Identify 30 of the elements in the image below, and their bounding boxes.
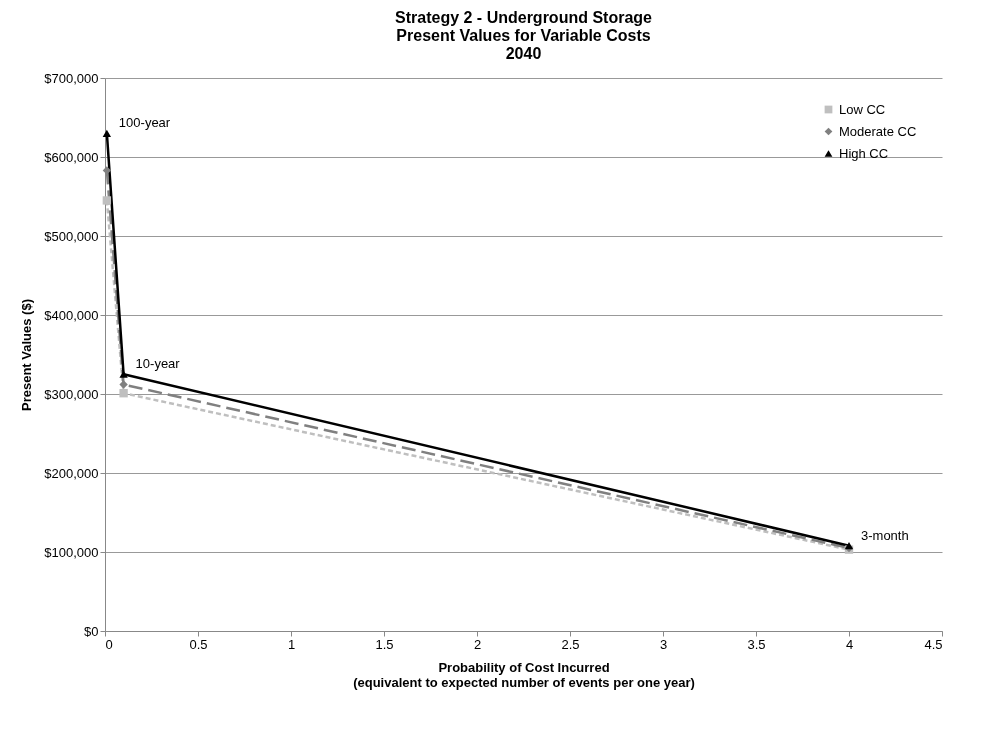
text: Probability of Cost Incurred [438,659,610,675]
y-tick-label: $200,000 [44,465,99,481]
annotation: 10-year [135,356,181,372]
y-tick-label: $400,000 [44,307,99,323]
x-tick-label: 2.5 [561,636,580,652]
text: (equivalent to expected number of events per one year) [353,674,695,690]
x-tick-label: 4 [845,636,854,652]
legend-label: Moderate CC [839,123,917,139]
x-tick-label: 0 [105,636,113,652]
text: 2040 [505,45,542,62]
x-tick-label: 1 [287,636,296,652]
y-tick-label: $500,000 [44,228,99,244]
y-axis-title: Present Values ($) [19,299,35,411]
y-tick-label: $0 [84,623,99,639]
x-tick-label: 2 [473,636,482,652]
annotation: 3-month [861,527,909,543]
y-tick-label: $100,000 [44,544,99,560]
text: Strategy 2 - Underground Storage [395,9,652,26]
x-tick-label: 4.5 [924,636,943,652]
annotation: 100-year [118,115,171,131]
text: Present Values for Variable Costs [396,27,651,44]
legend-label: High CC [839,145,889,161]
y-tick-label: $300,000 [44,386,99,402]
x-tick-label: 0.5 [189,636,208,652]
legend-label: Low CC [839,101,886,117]
x-tick-label: 1.5 [375,636,394,652]
y-tick-label: $700,000 [44,70,99,86]
x-tick-label: 3.5 [747,636,766,652]
x-tick-label: 3 [659,636,668,652]
y-tick-label: $600,000 [44,149,99,165]
